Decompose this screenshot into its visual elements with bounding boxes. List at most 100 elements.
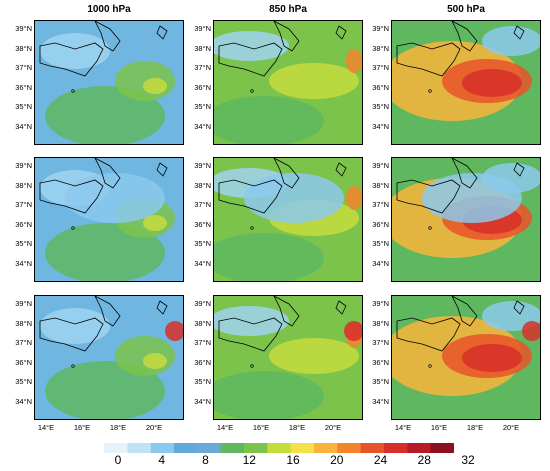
map-panel-850-hPa-row2	[213, 157, 363, 282]
lat-tick-label: 38°N	[372, 318, 389, 328]
lat-tick-label: 37°N	[372, 338, 389, 347]
lat-tick-label: 38°N	[372, 43, 389, 53]
map-panel-500-hPa-row2	[391, 157, 541, 282]
lon-tick-label: 14°E	[37, 423, 55, 432]
colorbar-tick-label: 24	[373, 453, 388, 467]
lat-tick-label: 34°N	[194, 258, 211, 268]
lat-tick-label: 38°N	[194, 43, 211, 53]
lon-tick-label: 16°E	[252, 423, 270, 432]
colorbar-tick-label: 16	[286, 453, 300, 467]
lat-tick-label: 34°N	[15, 121, 32, 131]
lat-tick-label: 38°N	[15, 43, 32, 53]
colorbar-segment	[104, 443, 128, 453]
lat-tick-label: 37°N	[194, 200, 211, 209]
colorbar-segment	[407, 443, 432, 453]
lat-tick-label: 34°N	[15, 396, 32, 406]
lat-tick-label: 36°N	[372, 219, 389, 229]
colorbar-segment	[267, 443, 292, 453]
lat-tick-label: 37°N	[194, 338, 211, 347]
colorbar-tick-label: 12	[242, 453, 256, 467]
lon-tick-label: 20°E	[324, 423, 342, 432]
lon-tick-label: 16°E	[430, 423, 448, 432]
lat-tick-label: 36°N	[372, 82, 389, 92]
lat-tick-label: 34°N	[372, 396, 389, 406]
lat-tick-label: 35°N	[15, 102, 32, 111]
lat-tick-label: 38°N	[372, 180, 389, 190]
lat-tick-label: 39°N	[15, 24, 32, 33]
map-panel-1000-hPa-row3	[34, 295, 184, 420]
lon-tick-label: 20°E	[502, 423, 520, 432]
map-panel-500-hPa-row1	[391, 20, 541, 145]
lat-tick-label: 37°N	[372, 200, 389, 209]
lat-tick-label: 36°N	[372, 357, 389, 367]
lat-tick-label: 35°N	[372, 239, 389, 248]
colorbar-segment	[337, 443, 362, 453]
lat-tick-label: 34°N	[194, 121, 211, 131]
lat-tick-label: 34°N	[15, 258, 32, 268]
colorbar-segment	[220, 443, 245, 453]
colorbar-segment	[360, 443, 385, 453]
lat-tick-label: 39°N	[372, 24, 389, 33]
lat-tick-label: 35°N	[372, 102, 389, 111]
lat-tick-label: 39°N	[15, 161, 32, 170]
lon-tick-label: 18°E	[109, 423, 127, 432]
map-panel-1000-hPa-row2	[34, 157, 184, 282]
column-title-850hpa: 850 hPa	[269, 4, 307, 15]
lat-tick-label: 37°N	[15, 200, 32, 209]
lat-tick-label: 36°N	[194, 82, 211, 92]
colorbar-segment	[290, 443, 315, 453]
lat-tick-label: 39°N	[372, 299, 389, 308]
map-panel-850-hPa-row3	[213, 295, 363, 420]
lat-tick-label: 35°N	[194, 102, 211, 111]
lat-tick-label: 36°N	[15, 357, 32, 367]
colorbar-segment	[150, 443, 175, 453]
lat-tick-label: 35°N	[15, 239, 32, 248]
lat-tick-label: 38°N	[15, 318, 32, 328]
colorbar-tick-label: 8	[202, 453, 209, 467]
lat-tick-label: 35°N	[372, 377, 389, 386]
colorbar-tick-label: 4	[158, 453, 166, 467]
lat-tick-label: 39°N	[194, 24, 211, 33]
lat-tick-label: 37°N	[15, 63, 32, 72]
column-title-500hpa: 500 hPa	[447, 4, 485, 15]
lon-tick-label: 16°E	[73, 423, 91, 432]
colorbar	[104, 443, 454, 453]
lat-tick-label: 36°N	[194, 219, 211, 229]
colorbar-segment	[197, 443, 222, 453]
lon-tick-label: 18°E	[288, 423, 306, 432]
lat-tick-label: 39°N	[372, 161, 389, 170]
lat-tick-label: 37°N	[194, 63, 211, 72]
lat-tick-label: 34°N	[372, 121, 389, 131]
lat-tick-label: 36°N	[194, 357, 211, 367]
map-panel-500-hPa-row3	[391, 295, 541, 420]
colorbar-segment	[244, 443, 268, 453]
lat-tick-label: 38°N	[194, 180, 211, 190]
lat-tick-label: 35°N	[194, 239, 211, 248]
lon-tick-label: 14°E	[216, 423, 234, 432]
lat-tick-label: 39°N	[194, 299, 211, 308]
lat-tick-label: 36°N	[15, 82, 32, 92]
lat-tick-label: 35°N	[194, 377, 211, 386]
lat-tick-label: 38°N	[15, 180, 32, 190]
lat-tick-label: 36°N	[15, 219, 32, 229]
lat-tick-label: 39°N	[15, 299, 32, 308]
colorbar-segment	[384, 443, 408, 453]
lon-tick-label: 18°E	[466, 423, 484, 432]
lat-tick-label: 39°N	[194, 161, 211, 170]
lon-tick-label: 20°E	[145, 423, 163, 432]
colorbar-tick-label: 20	[330, 453, 344, 467]
map-panel-1000-hPa-row1	[34, 20, 184, 145]
column-title-1000hpa: 1000 hPa	[87, 4, 131, 15]
lon-tick-label: 14°E	[394, 423, 412, 432]
lat-tick-label: 37°N	[372, 63, 389, 72]
colorbar-tick-label: 0	[114, 453, 122, 467]
colorbar-segment	[127, 443, 152, 453]
lat-tick-label: 38°N	[194, 318, 211, 328]
colorbar-tick-label: 32	[461, 453, 475, 467]
lat-tick-label: 34°N	[194, 396, 211, 406]
colorbar-segment	[314, 443, 338, 453]
map-panel-850-hPa-row1	[213, 20, 363, 145]
colorbar-tick-label: 28	[417, 453, 431, 467]
colorbar-segment	[430, 443, 454, 453]
lat-tick-label: 37°N	[15, 338, 32, 347]
